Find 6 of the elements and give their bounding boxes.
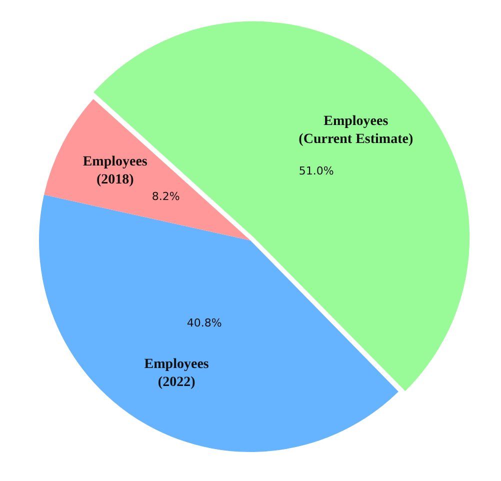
data-label: 8.2% [152, 190, 180, 203]
slice-label: Employees (Current Estimate) [298, 114, 414, 148]
slice-label: Employees (2022) [144, 357, 210, 390]
slice-label: Employees (2018) [82, 154, 148, 188]
data-label: 40.8% [186, 316, 222, 330]
data-label: 51.0% [298, 164, 334, 178]
